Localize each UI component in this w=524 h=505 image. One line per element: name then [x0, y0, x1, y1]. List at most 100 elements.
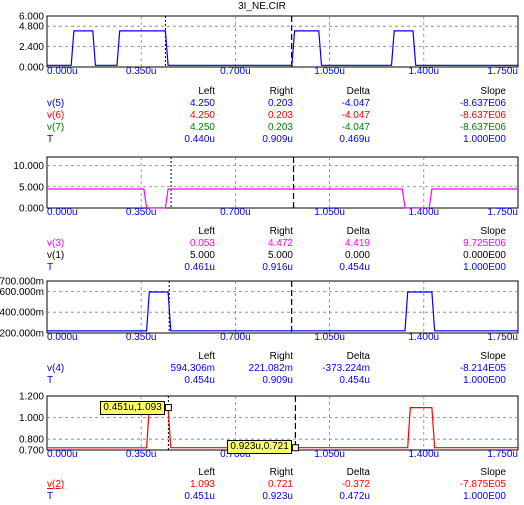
row-left-value: 1.093	[189, 479, 215, 490]
x-tick-label: 0.700u	[220, 449, 251, 460]
cursor-readout[interactable]: 0.923u,0.721	[227, 439, 292, 454]
series-v5	[47, 30, 518, 66]
x-tick-label: 0.700u	[220, 332, 251, 343]
plot-frame	[46, 156, 519, 209]
x-tick-label: 1.400u	[409, 207, 440, 218]
x-tick-label: 0.000u	[47, 207, 78, 218]
row-slope-value: 1.000E00	[463, 262, 506, 273]
header-right: Right	[269, 86, 293, 97]
row-slope-value: -7.875E05	[459, 479, 506, 490]
x-tick-label: 0.350u	[126, 449, 157, 460]
cursor-readout[interactable]: 0.451u,1.093	[100, 400, 165, 415]
row-slope-value: -8.214E05	[459, 363, 506, 374]
x-tick-label: 1.050u	[314, 449, 345, 460]
row-delta-value: -4.047	[341, 110, 370, 121]
x-tick-label: 1.400u	[409, 332, 440, 343]
row-left-value: 4.250	[189, 110, 215, 121]
row-slope-value: 0.000E00	[463, 250, 506, 261]
row-left-value: 594.306m	[170, 363, 215, 374]
row-name: T	[47, 262, 54, 273]
header-slope: Slope	[480, 467, 506, 478]
y-tick-label: 1.000	[19, 413, 44, 424]
row-right-value: 0.203	[267, 98, 293, 109]
x-tick-label: 0.350u	[126, 207, 157, 218]
header-delta: Delta	[346, 467, 370, 478]
row-name: v(5)	[47, 98, 65, 109]
y-tick-label: 0.000	[19, 204, 44, 215]
y-tick-label: 5.000	[19, 182, 44, 193]
header-left: Left	[198, 86, 215, 97]
x-tick-label: 0.000u	[47, 449, 78, 460]
row-name: v(4)	[47, 363, 65, 374]
x-tick-label: 0.350u	[126, 66, 157, 77]
row-delta-value: 0.469u	[339, 134, 370, 145]
x-tick-label: 1.750u	[487, 449, 518, 460]
x-tick-label: 1.750u	[487, 332, 518, 343]
row-left-value: 4.250	[189, 122, 215, 133]
row-slope-value: 1.000E00	[463, 375, 506, 386]
row-right-value: 0.203	[267, 122, 293, 133]
row-right-value: 0.909u	[262, 375, 293, 386]
x-tick-label: 1.750u	[487, 207, 518, 218]
row-left-value: 0.461u	[184, 262, 215, 273]
x-tick-label: 0.700u	[220, 66, 251, 77]
row-name: T	[47, 375, 54, 386]
row-delta-value: -4.047	[341, 122, 370, 133]
marker-handle	[164, 404, 172, 412]
row-right-value: 0.203	[267, 110, 293, 121]
row-right-value: 221.082m	[248, 363, 293, 374]
header-delta: Delta	[346, 351, 370, 362]
row-name: v(7)	[47, 122, 65, 133]
x-tick-label: 1.400u	[409, 449, 440, 460]
row-name: T	[47, 134, 54, 145]
x-tick-label: 0.000u	[47, 66, 78, 77]
window-title: 3I_NE.CIR	[238, 1, 286, 12]
header-delta: Delta	[346, 86, 370, 97]
header-right: Right	[269, 351, 293, 362]
row-name: v(6)	[47, 110, 65, 121]
y-tick-label: 0.800	[19, 435, 44, 446]
x-tick-label: 0.700u	[220, 207, 251, 218]
header-right: Right	[269, 467, 293, 478]
row-name: v(3)	[47, 238, 65, 249]
y-tick-label: 1.200	[19, 392, 44, 403]
row-right-value: 5.000	[267, 250, 293, 261]
row-delta-value: 0.454u	[339, 262, 370, 273]
header-left: Left	[198, 226, 215, 237]
x-tick-label: 1.050u	[314, 332, 345, 343]
row-slope-value: 9.725E06	[463, 238, 506, 249]
y-tick-label: 0.700	[19, 446, 44, 457]
plot-frame	[46, 280, 519, 334]
row-delta-value: 0.454u	[339, 375, 370, 386]
header-slope: Slope	[480, 86, 506, 97]
row-right-value: 4.472	[267, 238, 293, 249]
row-right-value: 0.909u	[262, 134, 293, 145]
row-slope-value: -8.637E06	[459, 110, 506, 121]
row-left-value: 4.250	[189, 98, 215, 109]
y-tick-label: 400.000m	[0, 308, 44, 319]
x-tick-label: 0.350u	[126, 332, 157, 343]
row-name: v(1)	[47, 250, 65, 261]
row-right-value: 0.923u	[262, 491, 293, 502]
y-tick-label: 700.000m	[0, 277, 44, 288]
header-slope: Slope	[480, 351, 506, 362]
y-tick-label: 10.000	[13, 161, 44, 172]
row-slope-value: 1.000E00	[463, 491, 506, 502]
y-tick-label: 6.000	[19, 12, 44, 23]
x-tick-label: 1.050u	[314, 207, 345, 218]
row-left-value: 0.053	[189, 238, 215, 249]
x-tick-label: 1.400u	[409, 66, 440, 77]
row-right-value: 0.916u	[262, 262, 293, 273]
header-left: Left	[198, 467, 215, 478]
row-left-value: 0.451u	[184, 491, 215, 502]
x-tick-label: 0.000u	[47, 332, 78, 343]
plot-frame	[46, 15, 519, 68]
row-left-value: 5.000	[189, 250, 215, 261]
row-delta-value: -4.047	[341, 98, 370, 109]
row-left-value: 0.440u	[184, 134, 215, 145]
row-delta-value: 0.000	[344, 250, 370, 261]
y-tick-label: 0.000	[19, 63, 44, 74]
header-right: Right	[269, 226, 293, 237]
header-slope: Slope	[480, 226, 506, 237]
